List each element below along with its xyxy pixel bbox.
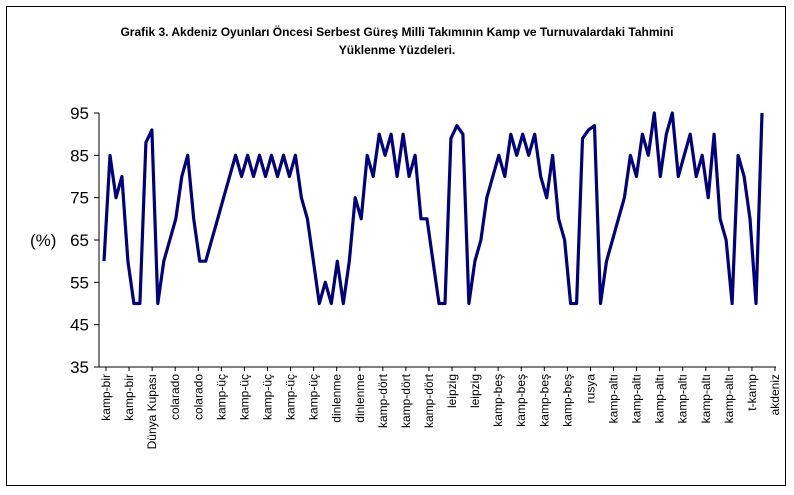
y-axis-label: (%) — [30, 231, 56, 250]
x-category-label: kamp-beş — [491, 374, 505, 427]
y-tick-label: 65 — [70, 231, 89, 250]
x-category-label: kamp-altı — [607, 374, 621, 423]
y-tick-label: 35 — [70, 358, 89, 377]
y-tick-label: 85 — [70, 146, 89, 165]
x-category-label: Dünya Kupası — [145, 374, 159, 449]
x-category-label: kamp-altı — [630, 374, 644, 423]
x-category-label: kamp-altı — [699, 374, 713, 423]
y-tick-label: 95 — [70, 104, 89, 123]
chart-title-line2: Yüklenme Yüzdeleri. — [338, 43, 456, 57]
x-category-label: kamp-üç — [284, 374, 298, 420]
x-category-label: kamp-dört — [376, 373, 390, 428]
x-category-label: kamp-üç — [214, 374, 228, 420]
series-line — [102, 111, 764, 306]
x-category-label: colarado — [191, 374, 205, 420]
x-category-label: kamp-beş — [537, 374, 551, 427]
x-category-label: leipzig — [468, 374, 482, 408]
x-category-label: dinlenme — [353, 374, 367, 423]
x-axis-category-labels: kamp-bir kamp-bir Dünya Kupası colarado cola… — [99, 367, 782, 449]
x-category-label: colarado — [168, 374, 182, 420]
x-category-label: kamp-bir — [99, 374, 113, 421]
y-axis-ticks: 35 45 55 65 75 85 95 — [70, 104, 99, 377]
x-category-label: leipzig — [445, 374, 459, 408]
x-category-label: dinlenme — [330, 374, 344, 423]
x-category-label: kamp-altı — [722, 374, 736, 423]
x-category-label: kamp-üç — [307, 374, 321, 420]
y-tick-label: 75 — [70, 189, 89, 208]
x-category-label: rusya — [583, 374, 597, 404]
chart-title-line1: Grafik 3. Akdeniz Oyunları Öncesi Serbes… — [120, 25, 674, 39]
x-category-label: t-kamp — [745, 374, 759, 411]
chart-frame — [6, 6, 786, 486]
x-category-label: kamp-beş — [514, 374, 528, 427]
x-category-label: kamp-dört — [422, 373, 436, 428]
x-category-label: kamp-dört — [399, 373, 413, 428]
x-category-label: kamp-beş — [560, 374, 574, 427]
x-category-label: kamp-altı — [676, 374, 690, 423]
x-category-label: kamp-altı — [653, 374, 667, 423]
x-category-label: kamp-bir — [122, 374, 136, 421]
x-category-label: akdeniz — [768, 374, 782, 415]
y-tick-label: 55 — [70, 273, 89, 292]
series-group — [102, 111, 764, 306]
x-category-label: kamp-üç — [261, 374, 275, 420]
x-category-label: kamp-üç — [237, 374, 251, 420]
y-tick-label: 45 — [70, 316, 89, 335]
